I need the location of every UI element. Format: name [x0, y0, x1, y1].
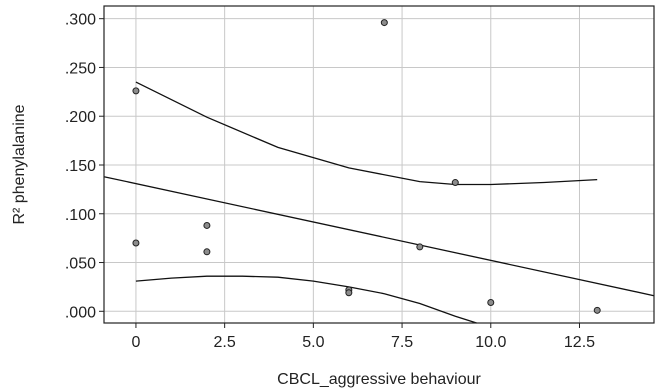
y-axis-label: R² phenylalanine — [11, 104, 28, 224]
data-point — [487, 299, 495, 307]
data-point — [132, 239, 140, 247]
x-tick-label: 5.0 — [302, 334, 324, 351]
y-tick-label: .050 — [65, 256, 96, 273]
data-point — [132, 87, 140, 95]
grid — [104, 6, 654, 323]
x-tick-label: 0 — [131, 334, 140, 351]
y-tick-label: .100 — [65, 207, 96, 224]
axis-ticks: 0 2.5 5.0 7.5 10.0 12.5 .000 .050 .100 .150 .200 .2… — [65, 12, 595, 351]
data-points — [132, 19, 601, 314]
data-point — [593, 306, 601, 314]
data-point — [380, 19, 388, 27]
y-tick-label: .150 — [65, 158, 96, 175]
x-tick-label: 2.5 — [214, 334, 236, 351]
x-tick-label: 7.5 — [391, 334, 413, 351]
y-tick-label: .250 — [65, 60, 96, 77]
data-point — [416, 243, 424, 251]
x-tick-label: 10.0 — [475, 334, 506, 351]
y-tick-label: .200 — [65, 109, 96, 126]
x-axis-label: CBCL_aggressive behaviour — [277, 371, 481, 388]
regression-line — [103, 176, 655, 297]
data-point — [203, 248, 211, 256]
x-tick-label: 12.5 — [564, 334, 595, 351]
y-tick-label: .000 — [65, 304, 96, 321]
confidence-band-upper — [135, 81, 598, 186]
confidence-band-lower — [135, 275, 477, 324]
regression-curves — [103, 81, 655, 324]
data-point — [203, 221, 211, 229]
data-point — [451, 179, 459, 187]
y-tick-label: .300 — [65, 12, 96, 29]
data-point — [345, 289, 353, 297]
